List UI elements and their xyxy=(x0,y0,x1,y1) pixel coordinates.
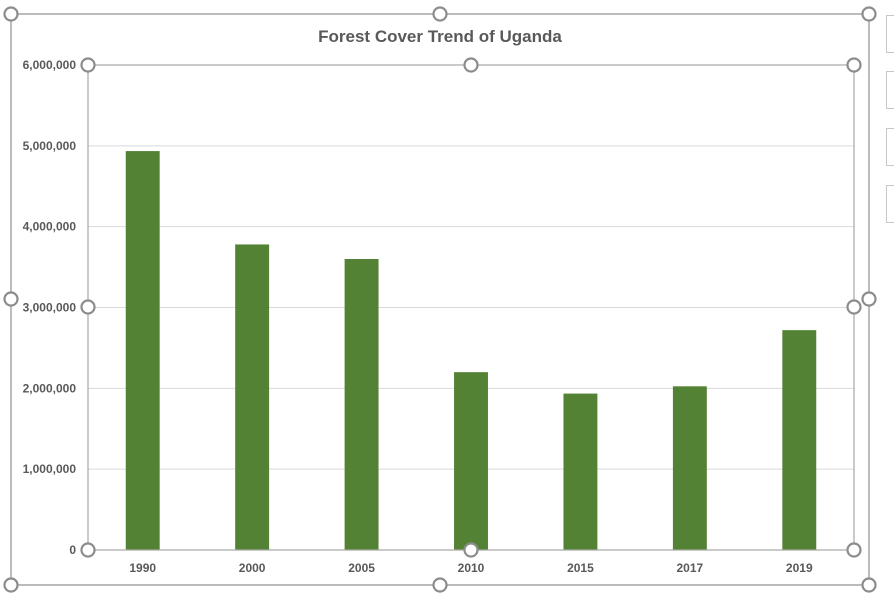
chart-filters-button[interactable] xyxy=(886,128,894,166)
x-tick-label: 2015 xyxy=(567,561,594,575)
chart-elements-button[interactable] xyxy=(886,15,894,53)
resize-handle[interactable] xyxy=(3,577,19,593)
chart-title[interactable]: Forest Cover Trend of Uganda xyxy=(318,27,562,46)
y-tick-label: 5,000,000 xyxy=(23,139,77,153)
x-tick-label: 2005 xyxy=(348,561,375,575)
selection-handles[interactable] xyxy=(3,6,877,593)
chart-layout-button[interactable] xyxy=(886,185,894,223)
resize-handle[interactable] xyxy=(80,299,96,315)
bar-2019[interactable] xyxy=(782,330,817,550)
x-tick-label: 2017 xyxy=(677,561,704,575)
y-axis-tick-labels: 0 1,000,000 2,000,000 3,000,000 4,000,000 5,0… xyxy=(23,58,77,557)
resize-handle[interactable] xyxy=(432,6,448,22)
resize-handle[interactable] xyxy=(861,291,877,307)
resize-handle[interactable] xyxy=(861,6,877,22)
bar-2000[interactable] xyxy=(235,244,270,550)
resize-handle[interactable] xyxy=(846,299,862,315)
resize-handle[interactable] xyxy=(3,6,19,22)
resize-handle[interactable] xyxy=(463,542,479,558)
y-tick-label: 0 xyxy=(69,543,76,557)
bar-series[interactable] xyxy=(125,151,817,550)
y-tick-label: 1,000,000 xyxy=(23,462,77,476)
y-tick-label: 2,000,000 xyxy=(23,381,77,395)
y-tick-label: 3,000,000 xyxy=(23,301,77,315)
x-tick-label: 2019 xyxy=(786,561,813,575)
x-tick-label: 2010 xyxy=(458,561,485,575)
resize-handle[interactable] xyxy=(861,577,877,593)
x-axis-tick-labels: 1990 2000 2005 2010 2015 2017 2019 xyxy=(129,561,813,575)
x-tick-label: 2000 xyxy=(239,561,266,575)
resize-handle[interactable] xyxy=(846,542,862,558)
resize-handle[interactable] xyxy=(80,57,96,73)
bar-2017[interactable] xyxy=(672,386,707,550)
resize-handle[interactable] xyxy=(3,291,19,307)
bar-2015[interactable] xyxy=(563,393,598,550)
bar-2010[interactable] xyxy=(454,372,488,550)
y-tick-label: 6,000,000 xyxy=(23,58,77,72)
bar-1990[interactable] xyxy=(125,151,160,550)
resize-handle[interactable] xyxy=(463,57,479,73)
y-tick-label: 4,000,000 xyxy=(23,220,77,234)
resize-handle[interactable] xyxy=(432,577,448,593)
resize-handle[interactable] xyxy=(846,57,862,73)
x-tick-label: 1990 xyxy=(129,561,156,575)
bar-2005[interactable] xyxy=(344,259,379,550)
chart-styles-button[interactable] xyxy=(886,71,894,109)
resize-handle[interactable] xyxy=(80,542,96,558)
